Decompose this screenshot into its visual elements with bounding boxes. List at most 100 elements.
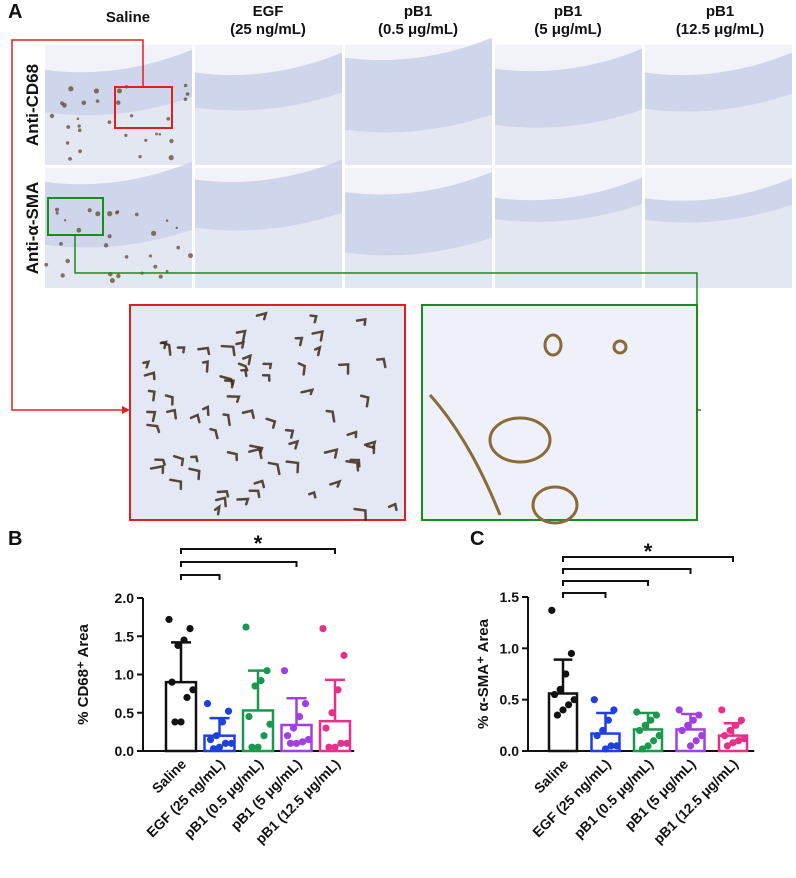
stain-cell	[176, 346, 186, 354]
stain-cell	[219, 375, 234, 386]
data-point	[283, 732, 292, 740]
stain-cell	[169, 478, 183, 491]
stain-spot	[165, 219, 169, 222]
stain-cell	[242, 353, 252, 366]
y-tick-label: 1.0	[500, 640, 520, 656]
stain-spot	[153, 264, 158, 269]
data-point	[343, 739, 351, 747]
data-point	[334, 686, 342, 694]
data-point	[684, 721, 692, 729]
stain-spot	[78, 149, 82, 154]
stain-spot	[93, 88, 100, 94]
significance-bracket	[562, 568, 692, 574]
stain-spot	[59, 242, 63, 246]
tissue-layer-lower	[45, 97, 192, 165]
stain-cell	[285, 460, 300, 474]
data-point	[245, 712, 253, 721]
column-header: EGF	[253, 3, 284, 20]
stain-cell	[143, 371, 156, 381]
significance-label: *	[644, 539, 653, 564]
tissue-layer-lower	[195, 92, 342, 165]
stain-cell	[261, 373, 271, 382]
data-point	[721, 732, 729, 740]
panel-label: A	[8, 1, 22, 23]
data-point	[209, 745, 218, 753]
stain-spot	[65, 141, 70, 145]
connector-red	[11, 39, 144, 411]
tissue-layer	[195, 159, 342, 231]
tissue-layer	[645, 178, 792, 223]
tissue-layer	[345, 37, 492, 133]
stain-cell	[323, 447, 339, 459]
stain-cell	[313, 345, 322, 357]
stain-cell	[353, 507, 367, 522]
x-tick-label: Saline	[531, 756, 572, 797]
stain-spot	[166, 116, 171, 121]
tissue-layer	[495, 177, 642, 223]
stain-cell	[220, 344, 236, 357]
stain-cell	[248, 489, 261, 499]
data-point	[613, 742, 621, 750]
tissue-layer	[495, 48, 642, 128]
column-header: (5 μg/mL)	[534, 21, 602, 38]
stain-cell	[325, 409, 336, 423]
stain-cell	[142, 360, 151, 369]
data-point	[562, 670, 570, 678]
stain-spot	[65, 258, 70, 264]
stain-cell	[147, 389, 156, 402]
data-point	[189, 686, 197, 694]
stain-spot	[62, 102, 67, 108]
stain-spot	[55, 211, 59, 215]
stain-cell	[262, 362, 273, 370]
data-point	[177, 718, 185, 726]
stain-cell	[213, 504, 221, 516]
stain-cell	[309, 314, 318, 324]
row-label: Anti-CD68	[23, 64, 42, 146]
data-point	[692, 737, 700, 745]
y-tick-label: 0.0	[500, 743, 520, 759]
y-axis-label: % α-SMA⁺ Area	[475, 618, 492, 729]
data-point	[295, 712, 304, 721]
stain-spot	[138, 154, 142, 159]
significance-bracket	[562, 556, 734, 562]
stain-spot	[109, 278, 115, 284]
data-point	[260, 732, 268, 740]
tissue-layer	[45, 49, 192, 116]
vessel	[612, 339, 628, 355]
stain-spot	[115, 211, 119, 215]
data-point	[215, 743, 224, 751]
stain-spot	[169, 138, 174, 144]
stain-spot	[66, 125, 71, 129]
data-point	[737, 716, 746, 724]
zoom-red	[129, 304, 406, 521]
data-point	[601, 745, 610, 753]
stain-spot	[76, 227, 82, 233]
stain-spot	[158, 132, 162, 136]
connector-green	[74, 235, 701, 411]
stain-cell	[236, 497, 250, 506]
data-point	[257, 677, 265, 685]
data-point	[304, 735, 313, 744]
y-tick-label: 0.5	[115, 705, 135, 721]
stain-cell	[294, 336, 304, 347]
stain-spot	[49, 113, 55, 119]
tissue-layer	[345, 172, 492, 256]
data-point	[593, 732, 601, 740]
data-point	[301, 699, 310, 708]
data-point	[556, 685, 564, 694]
significance-label: *	[254, 531, 263, 556]
vessel	[488, 416, 552, 464]
stain-cell	[190, 455, 199, 463]
stain-spot	[103, 243, 109, 248]
data-point	[740, 735, 748, 743]
data-point	[644, 742, 652, 750]
data-point	[607, 742, 615, 750]
stain-cell	[249, 444, 264, 454]
data-point	[718, 706, 726, 714]
data-point	[638, 745, 647, 753]
data-point	[203, 699, 212, 708]
column-header: (25 ng/mL)	[230, 21, 306, 38]
column-header: Saline	[106, 9, 150, 26]
stain-spot	[95, 99, 100, 103]
significance-bracket	[180, 561, 298, 567]
